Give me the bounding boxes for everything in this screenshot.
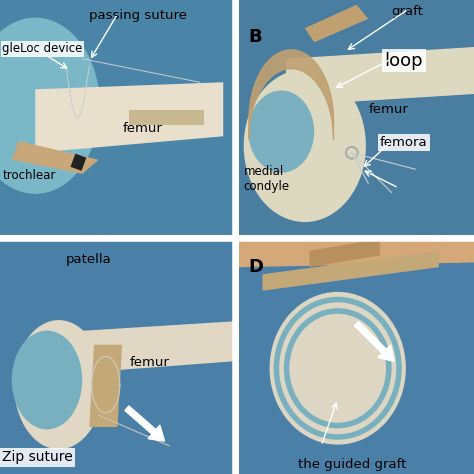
Polygon shape bbox=[89, 345, 122, 427]
Polygon shape bbox=[286, 47, 474, 106]
Text: trochlear: trochlear bbox=[2, 169, 56, 182]
Bar bbox=[0, 0, 235, 235]
Text: patella: patella bbox=[66, 253, 111, 266]
Polygon shape bbox=[35, 82, 223, 153]
Polygon shape bbox=[310, 239, 380, 267]
Bar bbox=[239, 239, 474, 474]
Text: gleLoc device: gleLoc device bbox=[2, 42, 83, 55]
Ellipse shape bbox=[12, 331, 82, 429]
Text: the guided graft: the guided graft bbox=[298, 457, 406, 471]
Polygon shape bbox=[47, 321, 235, 375]
Text: femur: femur bbox=[122, 122, 162, 135]
Ellipse shape bbox=[0, 18, 100, 194]
Bar bbox=[239, 0, 474, 235]
Text: D: D bbox=[248, 258, 264, 276]
Text: medial
condyle: medial condyle bbox=[244, 164, 290, 192]
Bar bbox=[0, 239, 235, 474]
Bar bbox=[129, 110, 204, 125]
Text: femur: femur bbox=[129, 356, 169, 370]
Ellipse shape bbox=[14, 320, 103, 449]
Polygon shape bbox=[12, 141, 99, 174]
FancyArrow shape bbox=[355, 321, 394, 361]
Text: Zip suture: Zip suture bbox=[2, 450, 73, 465]
Polygon shape bbox=[305, 5, 368, 42]
Bar bbox=[71, 154, 86, 171]
Polygon shape bbox=[263, 251, 439, 291]
Ellipse shape bbox=[270, 292, 406, 445]
FancyArrow shape bbox=[125, 406, 164, 441]
Ellipse shape bbox=[248, 91, 314, 173]
Ellipse shape bbox=[244, 69, 366, 222]
Text: loop: loop bbox=[385, 52, 423, 70]
Text: B: B bbox=[248, 28, 262, 46]
Text: passing suture: passing suture bbox=[89, 9, 187, 22]
Polygon shape bbox=[239, 239, 474, 267]
Text: femora: femora bbox=[380, 137, 428, 149]
Text: graft: graft bbox=[392, 5, 424, 18]
Text: femur: femur bbox=[368, 103, 408, 117]
